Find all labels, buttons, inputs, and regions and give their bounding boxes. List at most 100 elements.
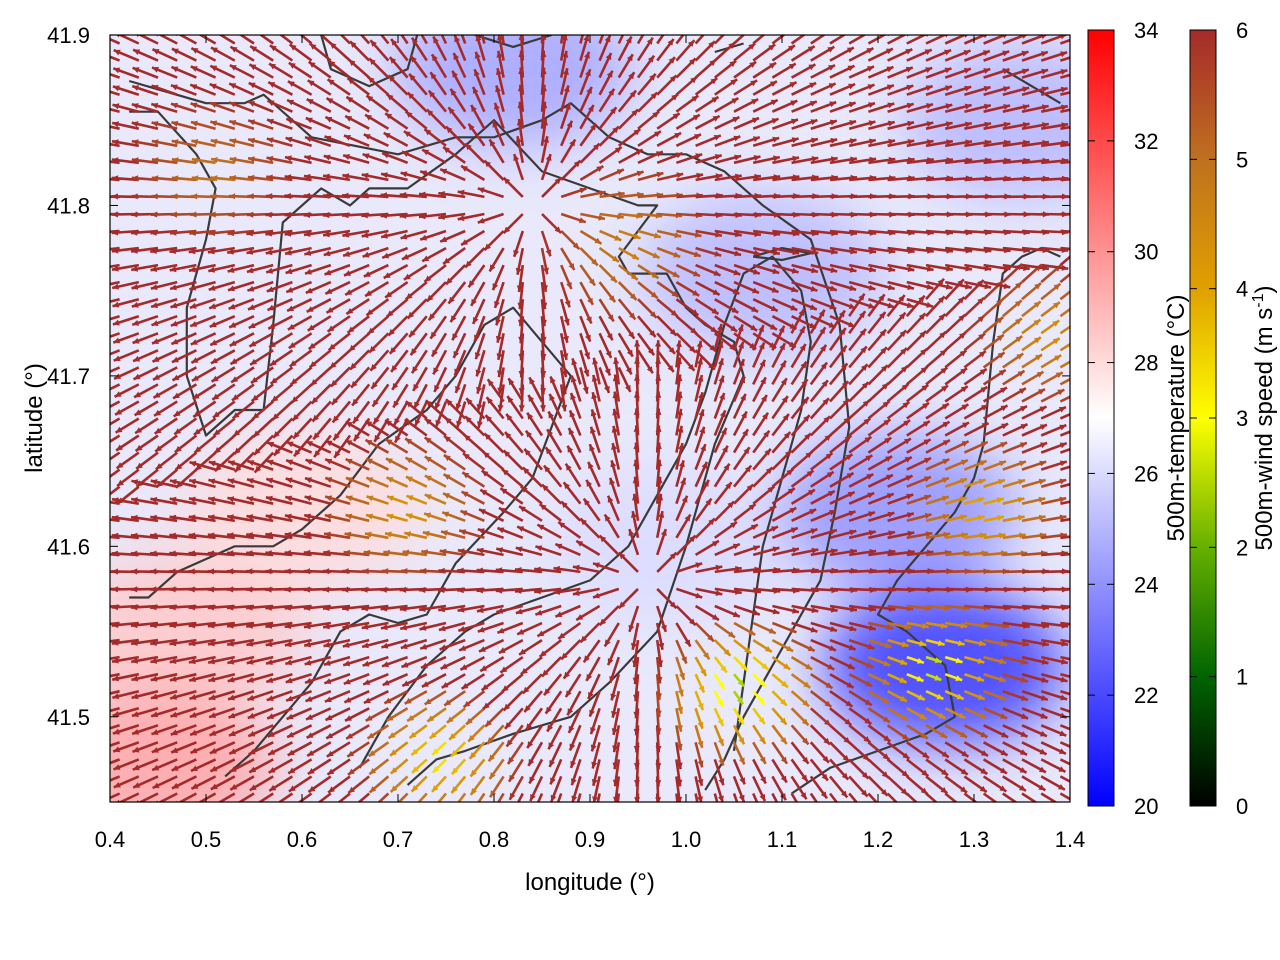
- wind-arrow: [964, 638, 986, 647]
- wind-arrow: [516, 264, 525, 293]
- wind-arrow: [925, 531, 951, 540]
- wind-arrow: [266, 459, 293, 471]
- wind-arrow: [384, 531, 408, 540]
- wind-arrow: [848, 690, 873, 707]
- wind-arrow: [498, 638, 524, 655]
- wind-arrow: [151, 139, 178, 148]
- wind-arrow: [286, 707, 313, 721]
- wind-arrow: [752, 690, 766, 706]
- wind-arrow: [324, 263, 351, 276]
- wind-arrow: [569, 392, 582, 419]
- wind-arrow: [364, 113, 390, 130]
- wind-arrow: [598, 534, 620, 556]
- wind-arrow: [810, 452, 834, 471]
- wind-arrow: [867, 364, 889, 386]
- wind-arrow: [713, 427, 728, 454]
- wind-arrow: [848, 65, 875, 79]
- wind-arrow: [982, 298, 1004, 318]
- wind-arrow: [944, 440, 970, 454]
- wind-arrow: [427, 298, 448, 322]
- wind-arrow: [964, 85, 991, 96]
- wind-arrow: [772, 263, 799, 274]
- wind-arrow: [559, 281, 571, 308]
- wind-arrow: [1059, 290, 1070, 301]
- wind-arrow: [399, 192, 427, 199]
- wind-arrow: [191, 157, 216, 165]
- wind-arrow: [675, 57, 697, 79]
- wind-arrow: [425, 281, 447, 303]
- wind-arrow: [439, 638, 466, 651]
- wind-arrow: [406, 298, 428, 320]
- wind-arrow: [323, 638, 351, 648]
- wind-arrow: [1021, 318, 1042, 335]
- wind-arrow: [983, 655, 1007, 665]
- wind-arrow: [944, 67, 972, 79]
- wind-arrow: [632, 639, 640, 668]
- wind-arrow: [944, 758, 969, 776]
- wind-arrow: [982, 368, 1007, 386]
- wind-arrow: [906, 690, 926, 701]
- wind-arrow: [963, 758, 988, 776]
- wind-arrow: [752, 43, 776, 62]
- wind-arrow: [131, 121, 159, 130]
- wind-arrow: [405, 475, 428, 488]
- wind-arrow: [305, 707, 332, 721]
- wind-arrow: [617, 35, 625, 45]
- wind-arrow: [150, 707, 178, 718]
- x-axis: 0.4 0.5 0.6 0.7 0.8 0.9 1.0 1.1 1.2 1.3 1.4: [95, 35, 1085, 852]
- wind-arrow: [867, 673, 890, 686]
- wind-arrow: [323, 672, 351, 685]
- wind-arrow: [133, 400, 159, 417]
- wind-arrow: [559, 67, 569, 95]
- wind-arrow: [188, 638, 216, 647]
- wind-arrow: [110, 332, 121, 339]
- wind-arrow: [367, 741, 390, 758]
- wind-arrow: [405, 513, 428, 523]
- wind-arrow: [132, 741, 159, 754]
- wind-arrow: [886, 741, 911, 760]
- wind-arrow: [925, 384, 949, 403]
- wind-arrow: [1060, 535, 1070, 540]
- wind-arrow: [507, 377, 524, 403]
- wind-arrow: [964, 121, 992, 130]
- wind-arrow: [1040, 86, 1068, 96]
- wind-arrow: [447, 106, 467, 130]
- wind-arrow: [694, 604, 720, 622]
- wind-arrow: [964, 497, 985, 505]
- wind-arrow: [809, 724, 831, 746]
- wind-arrow: [410, 349, 428, 374]
- wind-arrow: [612, 725, 621, 753]
- wind-arrow: [637, 229, 662, 239]
- wind-arrow: [579, 349, 590, 377]
- wind-arrow: [342, 229, 370, 238]
- wind-arrow: [656, 229, 682, 239]
- wind-arrow: [579, 367, 589, 395]
- wind-arrow: [458, 529, 485, 540]
- wind-arrow: [284, 550, 312, 557]
- wind-arrow: [460, 229, 486, 247]
- wind-arrow: [1002, 775, 1027, 792]
- wind-arrow: [1021, 370, 1045, 386]
- wind-arrow: [542, 673, 563, 697]
- wind-arrow: [303, 604, 331, 611]
- wind-arrow: [790, 343, 807, 369]
- wind-arrow: [131, 175, 159, 182]
- wind-arrow: [732, 793, 739, 802]
- wind-arrow: [249, 775, 274, 792]
- wind-arrow: [809, 741, 830, 764]
- wind-arrow: [284, 513, 312, 523]
- wind-arrow: [151, 349, 178, 363]
- wind-arrow: [401, 673, 428, 688]
- wind-arrow: [373, 417, 390, 443]
- wind-arrow: [188, 672, 216, 683]
- wind-arrow: [1021, 724, 1048, 738]
- wind-arrow: [228, 724, 255, 737]
- wind-arrow: [488, 138, 505, 164]
- wind-arrow: [299, 35, 313, 45]
- wind-arrow: [810, 280, 838, 292]
- wind-arrow: [406, 707, 428, 723]
- wind-arrow: [606, 495, 620, 522]
- wind-arrow: [351, 383, 371, 407]
- wind-arrow: [963, 367, 988, 386]
